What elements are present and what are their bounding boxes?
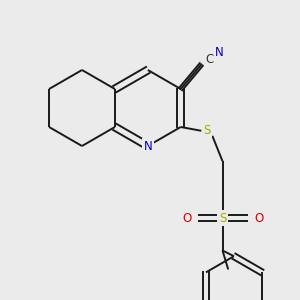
Text: N: N <box>215 46 224 59</box>
Text: O: O <box>182 212 191 225</box>
Text: S: S <box>219 212 226 225</box>
Text: O: O <box>254 212 263 225</box>
Text: S: S <box>204 124 211 137</box>
Text: C: C <box>205 53 213 66</box>
Text: N: N <box>143 140 152 152</box>
